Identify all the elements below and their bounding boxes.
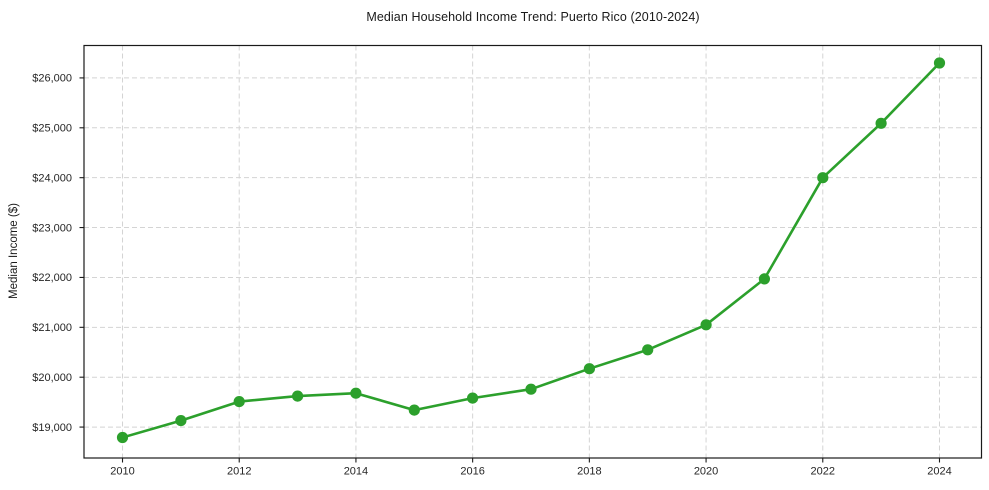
x-tick-label: 2012 — [227, 466, 251, 478]
plot-border — [83, 44, 983, 459]
x-tick-label: 2010 — [110, 466, 134, 478]
y-tick-label: $23,000 — [32, 222, 72, 234]
y-tick-label: $21,000 — [32, 322, 72, 334]
x-tick-label: 2020 — [694, 466, 718, 478]
data-point-2012 — [233, 396, 245, 408]
x-tick-label: 2018 — [577, 466, 601, 478]
data-point-2010 — [116, 431, 129, 444]
y-tick-label: $19,000 — [32, 422, 72, 434]
income-trend-line — [121, 61, 941, 439]
data-point-2024 — [933, 57, 946, 69]
y-tick-label: $22,000 — [32, 272, 72, 284]
data-point-2023 — [875, 117, 887, 129]
data-point-2019 — [642, 344, 654, 356]
data-point-2016 — [467, 392, 479, 404]
data-point-2015 — [408, 404, 420, 416]
x-tick-label: 2024 — [927, 466, 951, 478]
data-point-2020 — [700, 319, 712, 331]
data-point-2018 — [583, 363, 596, 375]
x-tick-label: 2014 — [344, 466, 368, 478]
data-point-2011 — [175, 415, 187, 427]
data-point-2021 — [758, 273, 771, 285]
x-tick-label: 2022 — [811, 466, 835, 478]
data-point-2014 — [350, 387, 362, 399]
data-point-2017 — [525, 383, 537, 395]
data-point-2022 — [817, 172, 829, 184]
y-tick-label: $26,000 — [32, 73, 72, 85]
data-point-2013 — [292, 390, 304, 402]
chart-title: Median Household Income Trend: Puerto Ri… — [366, 10, 700, 24]
y-tick-label: $20,000 — [32, 372, 72, 384]
y-tick-label: $25,000 — [32, 123, 72, 135]
x-tick-label: 2016 — [460, 466, 484, 478]
y-tick-label: $24,000 — [32, 172, 72, 184]
